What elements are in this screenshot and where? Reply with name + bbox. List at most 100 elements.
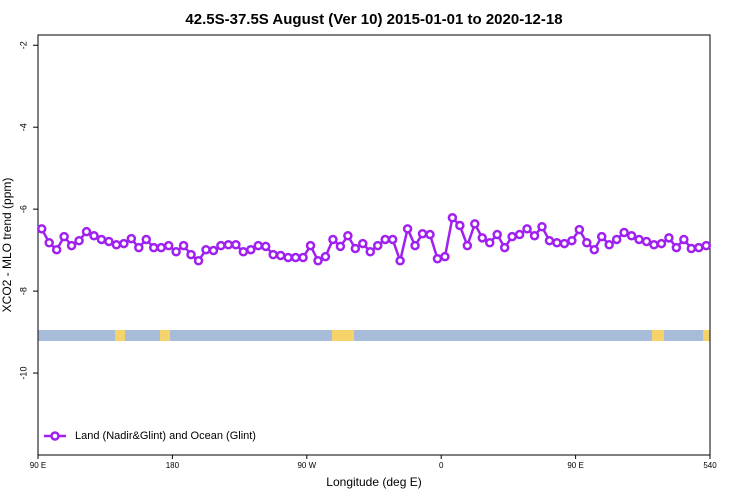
data-point: [343, 231, 353, 241]
data-point: [596, 231, 607, 242]
x-tick-label: 180: [166, 461, 180, 470]
data-point: [462, 240, 473, 251]
data-point: [216, 240, 226, 251]
y-tick-label: -2: [18, 41, 28, 49]
data-point: [141, 234, 152, 245]
data-point: [410, 240, 420, 251]
data-point: [81, 226, 92, 237]
data-point: [320, 251, 331, 262]
data-point: [447, 213, 458, 223]
data-point: [74, 235, 84, 246]
data-point: [641, 236, 652, 247]
data-point: [186, 249, 196, 260]
data-point: [671, 242, 682, 253]
data-point: [126, 233, 137, 244]
data-point: [544, 235, 555, 246]
data-point: [402, 224, 413, 234]
legend-marker: [50, 431, 60, 441]
data-point: [96, 234, 107, 245]
data-point: [440, 251, 450, 262]
data-point: [253, 240, 264, 251]
data-point: [350, 243, 361, 254]
data-point: [283, 252, 293, 263]
data-point: [246, 244, 256, 255]
data-point: [335, 241, 346, 252]
data-point: [134, 242, 144, 253]
data-point: [664, 233, 674, 243]
y-tick-label: -10: [18, 367, 28, 380]
data-point: [201, 244, 211, 255]
data-point: [649, 240, 659, 250]
surface-strip: [38, 330, 710, 341]
data-point: [455, 220, 465, 231]
data-point: [380, 234, 390, 245]
data-point: [574, 224, 585, 235]
data-point: [552, 237, 562, 248]
data-point: [111, 240, 122, 250]
data-point: [529, 231, 540, 241]
data-point: [626, 231, 637, 241]
data-point: [514, 229, 525, 240]
data-point: [634, 234, 644, 245]
data-point: [51, 244, 62, 255]
x-axis-label: Longitude (deg E): [326, 475, 421, 489]
data-point: [89, 231, 99, 241]
data-point: [611, 234, 622, 245]
data-point: [260, 241, 271, 252]
x-tick-label: 90 E: [30, 461, 46, 470]
data-point: [231, 240, 241, 250]
data-point: [44, 237, 54, 248]
data-point: [208, 245, 219, 256]
x-tick-label: 540: [703, 461, 717, 470]
data-point: [395, 256, 405, 266]
data-point: [499, 242, 510, 253]
data-point: [522, 224, 532, 234]
data-point: [223, 240, 234, 250]
legend-label: Land (Nadir&Glint) and Ocean (Glint): [75, 430, 256, 442]
y-tick-label: -8: [18, 287, 28, 295]
y-tick-label: -6: [18, 205, 28, 213]
chart-title: 42.5S-37.5S August (Ver 10) 2015-01-01 t…: [185, 11, 562, 28]
y-tick-label: -4: [18, 123, 28, 131]
data-point: [193, 256, 204, 266]
data-point: [559, 238, 570, 249]
data-point: [567, 235, 577, 246]
data-point: [604, 240, 614, 250]
data-point: [477, 233, 488, 243]
data-point: [298, 252, 308, 263]
data-point: [104, 236, 114, 247]
data-point: [328, 234, 338, 245]
data-point: [589, 244, 600, 255]
data-point: [171, 247, 181, 257]
data-point: [178, 240, 189, 251]
data-point: [492, 229, 502, 240]
data-point: [290, 252, 301, 263]
data-point: [59, 231, 69, 242]
y-axis-label: XCO2 - MLO trend (ppm): [0, 178, 14, 313]
data-point: [275, 250, 286, 261]
data-point: [417, 228, 428, 239]
data-point: [686, 243, 697, 254]
data-point: [619, 227, 629, 238]
data-point: [163, 240, 174, 251]
data-point: [679, 234, 689, 245]
x-tick-label: 0: [439, 461, 444, 470]
data-point: [387, 234, 398, 245]
data-point: [537, 222, 547, 232]
data-point: [238, 247, 249, 257]
data-point: [484, 237, 495, 248]
data-point: [425, 229, 435, 240]
data-point: [372, 240, 383, 251]
data-point: [305, 240, 316, 251]
data-point: [148, 242, 159, 253]
data-point: [156, 242, 166, 253]
data-point: [656, 238, 667, 249]
x-tick-label: 90 E: [567, 461, 583, 470]
data-point: [119, 238, 129, 249]
data-point: [36, 224, 47, 234]
data-point: [470, 219, 480, 229]
data-point: [313, 256, 323, 266]
data-point: [694, 242, 704, 253]
data-point: [701, 240, 712, 251]
